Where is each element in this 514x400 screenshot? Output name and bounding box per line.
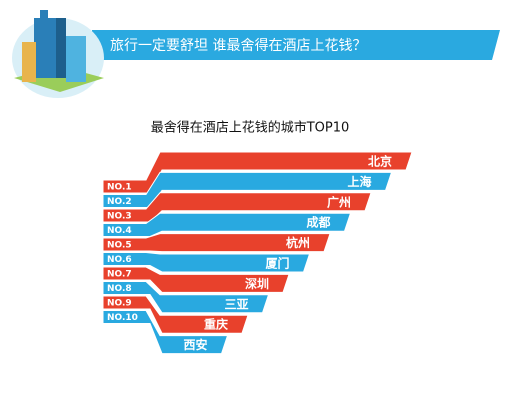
rank-bar [102, 151, 413, 194]
city-name: 广州 [327, 194, 351, 209]
chart-title: 最舍得在酒店上花钱的城市TOP10 [151, 120, 350, 136]
header-title: 旅行一定要舒坦 谁最舍得在酒店上花钱？ [110, 37, 366, 54]
city-name: 上海 [347, 174, 371, 189]
rank-label: NO.4 [107, 226, 132, 236]
rank-bar [102, 295, 249, 334]
rank-label: NO.8 [107, 284, 132, 294]
rank-bar [102, 233, 331, 253]
city-name: 三亚 [224, 297, 248, 311]
rank-bar [102, 192, 372, 223]
city-name: 西安 [183, 337, 207, 352]
city-name: 杭州 [286, 235, 310, 250]
rank-bar [102, 212, 352, 237]
rank-bar [102, 266, 290, 293]
city-name: 成都 [306, 215, 330, 230]
ranking-list: NO.1 北京 NO.2 上海 NO.3 广州 NO.4 成都 NO.5 杭州 NO.6 厦门 NO.7… [102, 151, 413, 355]
header-banner [92, 30, 500, 60]
rank-bar [102, 281, 270, 314]
rank-label: NO.3 [107, 212, 132, 222]
rank-label: NO.10 [107, 313, 138, 323]
rank-bar [102, 252, 311, 273]
city-name: 北京 [368, 154, 392, 169]
rank-label: NO.6 [107, 255, 132, 265]
rank-label: NO.5 [107, 241, 132, 251]
rank-label: NO.9 [107, 299, 132, 309]
rank-label: NO.2 [107, 197, 132, 207]
rank-label: NO.1 [107, 183, 132, 193]
rank-bar [102, 310, 229, 355]
rank-label: NO.7 [107, 270, 132, 280]
city-name: 重庆 [204, 317, 228, 332]
city-name: 深圳 [245, 276, 269, 291]
city-name: 厦门 [265, 256, 289, 271]
building-icon [12, 10, 104, 98]
rank-bar [102, 171, 393, 208]
